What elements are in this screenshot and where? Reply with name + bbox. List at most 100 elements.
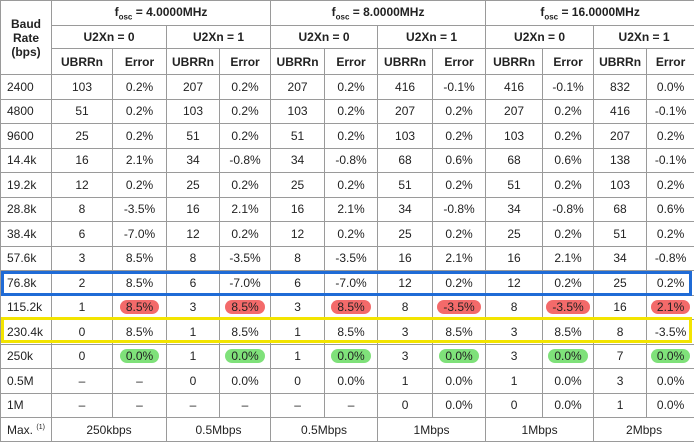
- error-cell: 8.5%: [113, 295, 167, 320]
- error-cell: 2.1%: [220, 197, 271, 222]
- error-cell: 2.1%: [433, 246, 486, 271]
- baud-rate-cell: 38.4k: [1, 222, 52, 247]
- baud-rate-cell: 115.2k: [1, 295, 52, 320]
- error-highlight-green: 0.0%: [331, 349, 370, 363]
- ubrr-cell: 8: [486, 295, 543, 320]
- ubrr-cell: 16: [52, 148, 113, 173]
- error-cell: 0.0%: [543, 344, 594, 369]
- ubrr-column-header: UBRRn: [271, 49, 325, 75]
- ubrr-cell: 3: [378, 344, 433, 369]
- osc-group-16mhz: fosc = 16.0000MHz: [486, 1, 694, 26]
- ubrr-cell: 34: [271, 148, 325, 173]
- error-cell: 0.0%: [325, 344, 378, 369]
- error-cell: 0.2%: [113, 99, 167, 124]
- error-column-header: Error: [647, 49, 694, 75]
- ubrr-cell: 1: [167, 344, 220, 369]
- error-highlight-green: 0.0%: [651, 349, 690, 363]
- ubrr-cell: 7: [594, 344, 647, 369]
- ubrr-cell: 0: [271, 369, 325, 394]
- baud-rate-cell: 9600: [1, 124, 52, 149]
- error-cell: 0.2%: [220, 173, 271, 198]
- ubrr-cell: –: [167, 393, 220, 418]
- ubrr-cell: 6: [52, 222, 113, 247]
- baud-rate-cell: 19.2k: [1, 173, 52, 198]
- baud-rate-header: Baud Rate (bps): [1, 1, 52, 75]
- max-rate-cell: 250kbps: [52, 418, 167, 442]
- baud-label-line-2: Rate: [13, 31, 39, 45]
- error-cell: 0.2%: [220, 124, 271, 149]
- error-cell: –: [113, 393, 167, 418]
- ubrr-cell: –: [52, 393, 113, 418]
- ubrr-cell: 3: [271, 295, 325, 320]
- max-rate-cell: 1Mbps: [378, 418, 486, 442]
- ubrr-cell: 8: [167, 246, 220, 271]
- error-cell: 0.2%: [113, 124, 167, 149]
- error-highlight-green: 0.0%: [120, 349, 159, 363]
- error-cell: 0.2%: [433, 124, 486, 149]
- ubrr-cell: 34: [378, 197, 433, 222]
- error-cell: 2.1%: [543, 246, 594, 271]
- ubrr-cell: 51: [271, 124, 325, 149]
- error-cell: 0.0%: [113, 344, 167, 369]
- ubrr-cell: 1: [594, 393, 647, 418]
- footnote-ref: (1): [36, 424, 45, 431]
- error-cell: 0.2%: [113, 75, 167, 100]
- osc-group-8mhz: fosc = 8.0000MHz: [271, 1, 486, 26]
- error-cell: 0.0%: [433, 369, 486, 394]
- ubrr-cell: 3: [486, 344, 543, 369]
- error-cell: -3.5%: [433, 295, 486, 320]
- ubrr-cell: 0: [52, 344, 113, 369]
- ubrr-cell: 416: [378, 75, 433, 100]
- ubrr-cell: 51: [167, 124, 220, 149]
- ubrr-cell: 1: [271, 344, 325, 369]
- error-cell: 0.0%: [433, 393, 486, 418]
- error-cell: -0.8%: [220, 148, 271, 173]
- error-cell: 0.2%: [325, 173, 378, 198]
- ubrr-cell: –: [52, 369, 113, 394]
- ubrr-cell: 103: [594, 173, 647, 198]
- ubrr-cell: 51: [594, 222, 647, 247]
- error-cell: 0.0%: [543, 393, 594, 418]
- ubrr-cell: 103: [52, 75, 113, 100]
- ubrr-cell: 207: [486, 99, 543, 124]
- ubrr-cell: 25: [167, 173, 220, 198]
- error-cell: 0.2%: [647, 173, 694, 198]
- ubrr-cell: 16: [378, 246, 433, 271]
- error-cell: -0.8%: [543, 197, 594, 222]
- ubrr-cell: 12: [271, 222, 325, 247]
- error-cell: 0.0%: [647, 344, 694, 369]
- ubrr-column-header: UBRRn: [378, 49, 433, 75]
- error-cell: -0.1%: [647, 148, 694, 173]
- ubrr-cell: 68: [486, 148, 543, 173]
- error-cell: 0.0%: [325, 369, 378, 394]
- error-cell: 8.5%: [325, 295, 378, 320]
- error-highlight-red: 8.5%: [331, 300, 370, 314]
- ubrr-cell: 0: [486, 393, 543, 418]
- ubrr-cell: 8: [378, 295, 433, 320]
- error-cell: –: [220, 393, 271, 418]
- baud-rate-cell: 57.6k: [1, 246, 52, 271]
- error-cell: 0.2%: [325, 99, 378, 124]
- baud-rate-cell: 14.4k: [1, 148, 52, 173]
- error-highlight-green: 0.0%: [439, 349, 478, 363]
- error-cell: 2.1%: [325, 197, 378, 222]
- ubrr-cell: 16: [486, 246, 543, 271]
- error-column-header: Error: [325, 49, 378, 75]
- max-rate-cell: 0.5Mbps: [167, 418, 271, 442]
- error-cell: -3.5%: [220, 246, 271, 271]
- error-cell: -3.5%: [543, 295, 594, 320]
- ubrr-column-header: UBRRn: [52, 49, 113, 75]
- ubrr-cell: 16: [167, 197, 220, 222]
- error-highlight-red: 2.1%: [651, 300, 690, 314]
- error-cell: -7.0%: [113, 222, 167, 247]
- ubrr-cell: 138: [594, 148, 647, 173]
- ubrr-cell: 34: [594, 246, 647, 271]
